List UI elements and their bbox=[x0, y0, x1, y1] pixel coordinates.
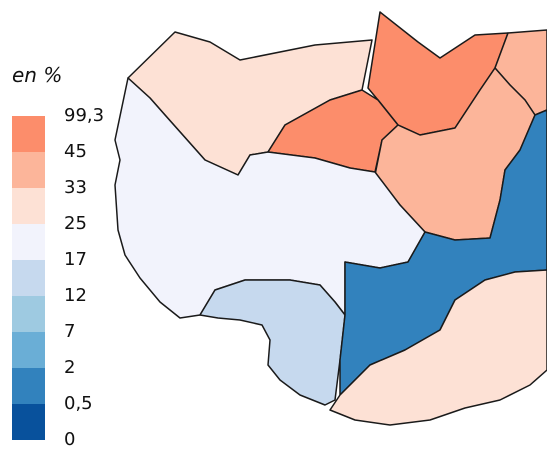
legend-tick-label: 2 bbox=[64, 357, 76, 378]
legend-tick-label: 99,3 bbox=[64, 105, 105, 126]
legend-tick-label: 25 bbox=[64, 213, 87, 234]
legend-tick-label: 0,5 bbox=[64, 393, 93, 414]
legend-swatch bbox=[12, 116, 45, 152]
legend-tick-label: 0 bbox=[64, 429, 76, 450]
legend-tick-label: 17 bbox=[64, 249, 87, 270]
legend-swatch bbox=[12, 152, 45, 188]
legend-swatch bbox=[12, 188, 45, 224]
choropleth-map bbox=[114, 11, 547, 426]
legend-tick-label: 12 bbox=[64, 285, 87, 306]
legend-swatch bbox=[12, 224, 45, 260]
legend-swatch bbox=[12, 404, 45, 440]
legend-title: en % bbox=[12, 63, 63, 87]
legend-swatch bbox=[12, 332, 45, 368]
region-south-center[interactable] bbox=[199, 279, 346, 406]
legend-swatch bbox=[12, 260, 45, 296]
legend-swatch bbox=[12, 296, 45, 332]
legend-tick-label: 7 bbox=[64, 321, 76, 342]
region-south[interactable] bbox=[329, 269, 547, 426]
legend-swatch bbox=[12, 368, 45, 404]
legend-tick-label: 33 bbox=[64, 177, 87, 198]
legend-tick-label: 45 bbox=[64, 141, 87, 162]
